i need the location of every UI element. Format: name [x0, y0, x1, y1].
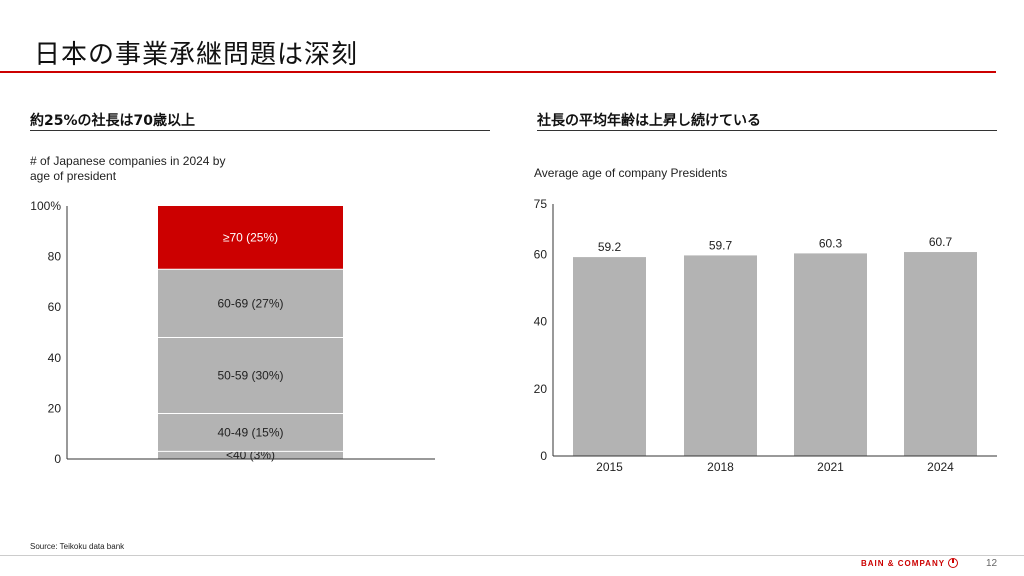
bar: [684, 255, 757, 456]
source-note: Source: Teikoku data bank: [30, 542, 125, 551]
y-tick-label: 40: [48, 351, 62, 365]
bar-value-label: 60.3: [819, 236, 843, 250]
x-tick-label: 2024: [927, 460, 954, 474]
segment-label: 60-69 (27%): [217, 296, 283, 310]
y-tick-label: 0: [54, 452, 61, 466]
bar-value-label: 59.2: [598, 240, 622, 254]
bar-value-label: 59.7: [709, 238, 733, 252]
stacked-segment: [158, 413, 343, 452]
bar: [794, 253, 867, 456]
right-chart-subtitle: Average age of company Presidents: [534, 166, 728, 180]
left-chart-subtitle-line2: age of president: [30, 169, 117, 183]
left-chart-subtitle: # of Japanese companies in 2024 by age o…: [30, 154, 225, 184]
right-section-rule: [537, 130, 997, 131]
y-tick-label: 100%: [30, 199, 61, 213]
y-tick-label: 60: [534, 247, 548, 261]
average-age-bar-chart: 0 20 40 60 75 59.2 2015 59.7 2018 60.3 2021 60.7 202…: [534, 197, 997, 474]
y-tick-label: 80: [48, 250, 62, 264]
left-chart-subtitle-line1: # of Japanese companies in 2024 by: [30, 154, 226, 168]
bar: [573, 257, 646, 456]
brand-logo-icon: [948, 558, 958, 568]
stacked-segment: [158, 337, 343, 414]
segment-label: 40-49 (15%): [217, 425, 283, 439]
stacked-segment: [158, 451, 343, 459]
segment-label: ≥70 (25%): [223, 231, 278, 245]
right-section-heading: 社長の平均年齢は上昇し続けている: [537, 113, 761, 129]
stacked-segment: [158, 269, 343, 338]
y-tick-label: 60: [48, 300, 62, 314]
bar-value-label: 60.7: [929, 235, 953, 249]
x-tick-label: 2018: [707, 460, 734, 474]
x-tick-label: 2015: [596, 460, 623, 474]
y-tick-label: 75: [534, 197, 548, 211]
slide-title: 日本の事業承継問題は深刻: [34, 40, 359, 70]
y-tick-label: 0: [540, 449, 547, 463]
y-tick-label: 20: [534, 382, 548, 396]
left-section-rule: [30, 130, 490, 131]
y-tick-label: 20: [48, 401, 62, 415]
bar: [904, 252, 977, 456]
page-number: 12: [986, 558, 998, 569]
x-tick-label: 2021: [817, 460, 844, 474]
title-rule: [0, 71, 996, 73]
y-tick-label: 40: [534, 315, 548, 329]
segment-label: 50-59 (30%): [217, 369, 283, 383]
stacked-segment: [158, 206, 343, 270]
left-section-heading: 約25%の社長は70歳以上: [30, 113, 195, 129]
footer-rule: [0, 555, 1024, 556]
brand-logo-text: BAIN & COMPANY: [861, 559, 946, 568]
